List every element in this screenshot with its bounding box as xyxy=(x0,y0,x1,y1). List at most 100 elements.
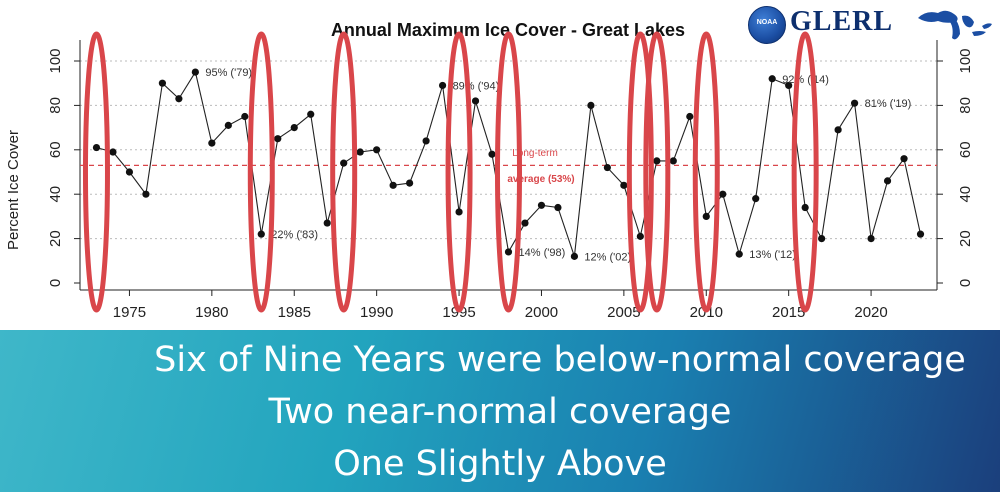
great-lakes-icon xyxy=(918,10,992,40)
data-point xyxy=(818,235,826,243)
data-point xyxy=(636,232,644,240)
data-point xyxy=(257,230,265,238)
highlight-ellipse xyxy=(791,31,819,313)
y-axis-label: Percent Ice Cover xyxy=(5,130,22,250)
data-point xyxy=(471,97,480,105)
point-annotation: 13% ('12) xyxy=(749,249,796,261)
data-point xyxy=(801,203,809,212)
data-point xyxy=(587,101,595,109)
data-point xyxy=(92,143,101,152)
data-point xyxy=(175,95,183,103)
y-tick-label-right: 0 xyxy=(957,279,974,287)
y-tick-label-right: 80 xyxy=(957,97,974,114)
x-tick-label: 1990 xyxy=(360,304,393,321)
data-point xyxy=(191,68,199,76)
data-point xyxy=(504,248,513,256)
data-point xyxy=(521,219,529,227)
data-point xyxy=(158,79,167,87)
data-point xyxy=(406,179,414,187)
data-point xyxy=(752,195,760,203)
data-point xyxy=(620,181,628,189)
point-annotation: 92% ('14) xyxy=(782,74,829,86)
data-point xyxy=(834,126,842,134)
noaa-logo-text: NOAA xyxy=(756,19,778,26)
data-point xyxy=(653,157,661,165)
banner-line-2: Two near-normal coverage xyxy=(268,392,732,432)
data-point xyxy=(785,81,793,90)
data-point xyxy=(340,159,348,167)
x-tick-label: 2020 xyxy=(854,304,887,321)
highlight-ellipse xyxy=(82,31,110,313)
y-tick-label-left: 60 xyxy=(47,141,64,158)
highlight-ellipse xyxy=(692,31,720,313)
glerl-wordmark: GLERL xyxy=(790,6,894,37)
data-point xyxy=(290,124,298,132)
x-tick-label: 2005 xyxy=(607,304,640,321)
highlight-ellipse xyxy=(247,31,275,313)
data-point xyxy=(389,181,397,189)
data-point xyxy=(702,212,710,220)
banner-line-3: One Slightly Above xyxy=(333,444,667,484)
data-point xyxy=(422,137,430,145)
data-point xyxy=(883,177,892,185)
highlight-ellipse xyxy=(495,31,522,313)
data-point xyxy=(735,250,743,258)
data-point xyxy=(867,235,875,243)
data-point xyxy=(274,135,282,143)
average-label-line-2: average (53%) xyxy=(507,174,574,185)
y-tick-label-right: 100 xyxy=(957,48,974,73)
point-annotation: 95% ('79) xyxy=(205,67,252,79)
chart-title: Annual Maximum Ice Cover - Great Lakes xyxy=(331,20,685,40)
chart-area: Annual Maximum Ice Cover - Great Lakes 0 0… xyxy=(5,2,996,321)
y-tick-label-right: 20 xyxy=(957,230,974,247)
data-point xyxy=(455,208,463,216)
highlight-ellipse xyxy=(445,31,473,313)
data-point xyxy=(916,230,925,238)
data-point xyxy=(900,155,908,163)
data-point xyxy=(224,121,232,129)
data-point xyxy=(438,81,447,90)
data-point xyxy=(686,112,694,121)
data-point xyxy=(323,219,331,227)
data-point xyxy=(719,190,727,198)
x-tick-label: 2000 xyxy=(525,304,558,321)
data-point xyxy=(241,112,249,121)
x-tick-label: 1975 xyxy=(113,304,146,321)
data-point xyxy=(373,146,381,154)
y-tick-label-left: 0 xyxy=(47,279,64,287)
data-point xyxy=(669,157,677,165)
data-point xyxy=(488,150,496,158)
point-annotation: 12% ('02) xyxy=(584,251,631,263)
y-tick-label-left: 40 xyxy=(47,186,64,203)
data-point xyxy=(768,75,776,83)
data-point xyxy=(570,252,579,260)
point-annotation: 22% ('83) xyxy=(271,229,318,241)
ice-cover-chart: Annual Maximum Ice Cover - Great Lakes 0 0… xyxy=(5,20,974,321)
y-tick-label-right: 60 xyxy=(957,141,974,158)
highlight-ellipse xyxy=(330,31,358,313)
noaa-logo-icon: NOAA xyxy=(748,6,786,44)
average-label-line-1: Long-term xyxy=(512,148,558,159)
glerl-logo: NOAA GLERL xyxy=(748,2,996,46)
data-point xyxy=(603,163,611,172)
x-tick-label: 1985 xyxy=(278,304,311,321)
data-point xyxy=(125,168,134,176)
data-point xyxy=(307,110,315,118)
highlight-ellipse xyxy=(626,31,654,313)
point-annotation: 81% ('19) xyxy=(865,98,912,110)
x-tick-label: 1980 xyxy=(195,304,228,321)
data-point xyxy=(850,99,859,107)
data-point xyxy=(356,148,364,156)
x-tick-label: 2015 xyxy=(772,304,805,321)
point-annotation: 14% ('98) xyxy=(519,247,566,259)
highlight-ellipse xyxy=(643,31,671,313)
y-tick-label-left: 20 xyxy=(47,230,64,247)
summary-banner: Six of Nine Years were below-normal cove… xyxy=(0,330,1000,492)
y-tick-label-right: 40 xyxy=(957,186,974,203)
y-tick-label-left: 80 xyxy=(47,97,64,114)
point-annotation: 89% ('94) xyxy=(453,80,500,92)
data-point xyxy=(208,139,216,147)
y-tick-label-left: 100 xyxy=(47,48,64,73)
banner-line-1: Six of Nine Years were below-normal cove… xyxy=(154,340,966,380)
data-point xyxy=(142,190,150,198)
